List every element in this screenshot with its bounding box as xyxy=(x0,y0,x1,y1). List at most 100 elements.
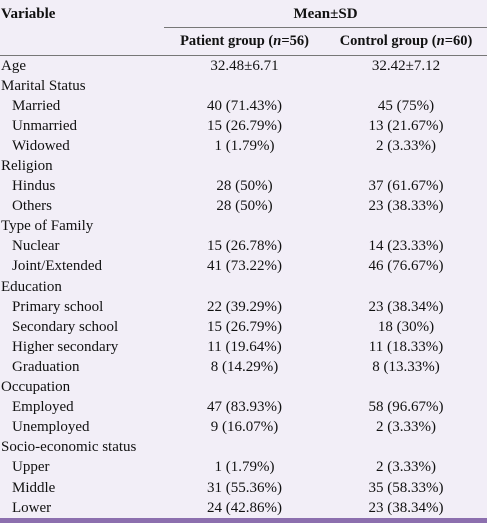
table-row: Religion xyxy=(0,156,487,176)
patient-value xyxy=(164,76,325,96)
control-value: 2 (3.33%) xyxy=(376,419,436,436)
patient-value xyxy=(164,156,325,176)
patient-value: 28 (50%) xyxy=(216,178,273,195)
patient-value: 32.48±6.71 xyxy=(210,57,279,74)
patient-value: 41 (73.22%) xyxy=(207,258,282,275)
control-value: 45 (75%) xyxy=(377,97,435,114)
control-group-header: Control group (n=60) xyxy=(325,27,487,56)
table-body: Age 32.48±6.71 32.42±7.12 Marital Status Mar… xyxy=(0,55,487,518)
patient-value xyxy=(164,437,325,457)
table-row: Joint/Extended 41 (73.22%) 46 (76.67%) xyxy=(0,256,487,276)
patient-group-prefix: Patient group ( xyxy=(180,33,274,49)
table-row: Type of Family xyxy=(0,216,487,236)
variable-header-spacer xyxy=(0,27,164,56)
row-category-label: Occupation xyxy=(1,379,71,396)
patient-value: 8 (14.29%) xyxy=(210,358,279,375)
patient-value: 11 (19.64%) xyxy=(207,338,282,355)
control-value: 37 (61.67%) xyxy=(368,178,444,195)
control-value: 58 (96.67%) xyxy=(368,399,444,416)
table-row: Unmarried 15 (26.79%) 13 (21.67%) xyxy=(0,116,487,136)
table-row: Higher secondary 11 (19.64%) 11 (18.33%) xyxy=(0,337,487,357)
header-row-groups: Patient group (n=56) Control group (n=60… xyxy=(0,27,487,56)
row-category-label: Socio-economic status xyxy=(1,439,137,456)
control-value: 23 (38.34%) xyxy=(368,499,444,516)
table-header: Variable Mean±SD Patient group (n=56) Co… xyxy=(0,0,487,56)
patient-value xyxy=(164,216,325,236)
table-row: Socio-economic status xyxy=(0,437,487,457)
table-row: Widowed 1 (1.79%) 2 (3.33%) xyxy=(0,136,487,156)
table-row: Others 28 (50%) 23 (38.33%) xyxy=(0,196,487,216)
control-value: 13 (21.67%) xyxy=(368,117,444,134)
row-category-label: Type of Family xyxy=(1,218,94,235)
control-value: 23 (38.33%) xyxy=(368,198,444,215)
header-row-top: Variable Mean±SD xyxy=(0,0,487,28)
control-value: 32.42±7.12 xyxy=(371,57,441,74)
table-row: Graduation 8 (14.29%) 8 (13.33%) xyxy=(0,357,487,377)
row-sublabel: Hindus xyxy=(12,178,56,195)
table-row: Marital Status xyxy=(0,76,487,96)
control-value xyxy=(325,156,487,176)
row-sublabel: Middle xyxy=(12,479,56,496)
control-value: 11 (18.33%) xyxy=(368,338,444,355)
control-group-prefix: Control group ( xyxy=(339,33,437,49)
control-value xyxy=(325,377,487,397)
table-row: Occupation xyxy=(0,377,487,397)
table-row: Unemployed 9 (16.07%) 2 (3.33%) xyxy=(0,417,487,437)
bottom-accent-bar xyxy=(0,518,487,523)
table-row: Secondary school 15 (26.79%) 18 (30%) xyxy=(0,317,487,337)
patient-value: 28 (50%) xyxy=(216,198,273,215)
table-row: Age 32.48±6.71 32.42±7.12 xyxy=(0,55,487,76)
row-sublabel: Higher secondary xyxy=(12,338,119,355)
control-value xyxy=(325,437,487,457)
control-value: 23 (38.34%) xyxy=(368,298,444,315)
patient-value xyxy=(164,277,325,297)
control-value: 2 (3.33%) xyxy=(376,459,436,476)
row-sublabel: Graduation xyxy=(12,358,80,375)
patient-value: 1 (1.79%) xyxy=(214,137,275,154)
table-row: Employed 47 (83.93%) 58 (96.67%) xyxy=(0,397,487,417)
row-sublabel: Upper xyxy=(12,459,50,476)
table-row: Primary school 22 (39.29%) 23 (38.34%) xyxy=(0,297,487,317)
patient-value: 9 (16.07%) xyxy=(210,419,279,436)
control-value: 46 (76.67%) xyxy=(368,258,444,275)
patient-group-header: Patient group (n=56) xyxy=(164,27,325,56)
table-row: Hindus 28 (50%) 37 (61.67%) xyxy=(0,176,487,196)
patient-group-suffix: =56) xyxy=(281,33,309,49)
control-value: 14 (23.33%) xyxy=(368,238,444,255)
table-row: Upper 1 (1.79%) 2 (3.33%) xyxy=(0,457,487,477)
control-value xyxy=(325,277,487,297)
patient-value: 1 (1.79%) xyxy=(214,459,275,476)
patient-group-n: n xyxy=(273,33,282,49)
row-sublabel: Unemployed xyxy=(12,419,90,436)
control-value xyxy=(325,76,487,96)
row-category-label: Marital Status xyxy=(1,77,86,94)
row-sublabel: Widowed xyxy=(12,137,70,154)
row-sublabel: Employed xyxy=(12,399,74,416)
control-value: 35 (58.33%) xyxy=(368,479,444,496)
patient-value: 24 (42.86%) xyxy=(207,499,282,516)
patient-value: 31 (55.36%) xyxy=(207,479,282,496)
row-category-label: Religion xyxy=(1,158,53,175)
patient-value: 15 (26.79%) xyxy=(207,318,282,335)
mean-sd-header: Mean±SD xyxy=(164,0,487,28)
table-row: Married 40 (71.43%) 45 (75%) xyxy=(0,96,487,116)
control-value: 18 (30%) xyxy=(377,318,435,335)
row-sublabel: Unmarried xyxy=(12,117,77,134)
row-sublabel: Secondary school xyxy=(12,318,119,335)
patient-value: 15 (26.79%) xyxy=(207,117,282,134)
patient-value: 22 (39.29%) xyxy=(207,298,282,315)
control-group-suffix: =60) xyxy=(444,33,473,49)
patient-value xyxy=(164,377,325,397)
row-sublabel: Joint/Extended xyxy=(12,258,102,275)
control-value: 8 (13.33%) xyxy=(372,358,440,375)
table-row: Education xyxy=(0,277,487,297)
control-group-n: n xyxy=(436,33,445,49)
row-sublabel: Lower xyxy=(12,499,52,516)
row-sublabel: Nuclear xyxy=(12,238,60,255)
patient-value: 15 (26.78%) xyxy=(207,238,282,255)
patient-value: 47 (83.93%) xyxy=(207,399,282,416)
table-row: Middle 31 (55.36%) 35 (58.33%) xyxy=(0,477,487,497)
table-row: Nuclear 15 (26.78%) 14 (23.33%) xyxy=(0,236,487,256)
control-value xyxy=(325,216,487,236)
